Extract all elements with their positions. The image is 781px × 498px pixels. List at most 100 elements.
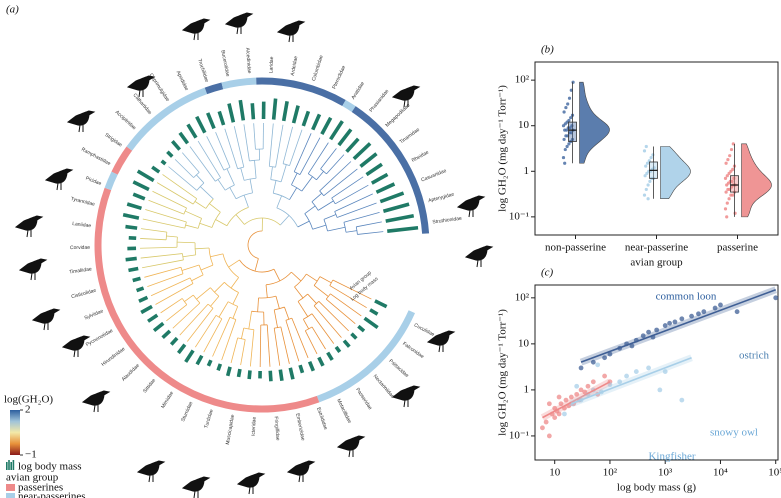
tree-branch [316, 171, 324, 181]
tree-arc [194, 242, 197, 255]
body-mass-bar [128, 266, 139, 273]
tree-branch [323, 168, 358, 197]
tree-arc [297, 293, 308, 302]
data-point [645, 171, 649, 175]
bird-silhouette [224, 12, 254, 35]
x-tick-label: passerine [717, 242, 758, 254]
body-mass-bar [238, 99, 246, 121]
data-point [672, 319, 678, 325]
annotation: ostrich [739, 350, 769, 362]
legend-label: passerines [18, 482, 63, 494]
x-axis-label: log body mass (g) [617, 482, 696, 494]
body-mass-bar [152, 321, 165, 333]
tree-branch [191, 274, 204, 282]
annotation: Kingfisher [648, 451, 695, 463]
tree-branch [145, 209, 187, 223]
tree-branch [186, 308, 214, 342]
data-point [712, 305, 718, 311]
data-point [723, 207, 728, 211]
family-label: Ardeidae [290, 55, 299, 76]
tree-branch [307, 293, 317, 304]
body-mass-bar [195, 115, 207, 134]
tree-branch [217, 179, 226, 191]
data-point [607, 382, 613, 388]
data-point [571, 80, 575, 84]
group-ring [221, 77, 257, 90]
data-point [725, 174, 729, 178]
y-tick-label: 10 [518, 337, 530, 349]
body-mass-bar [136, 169, 155, 183]
family-label: Phasianidae [368, 88, 390, 113]
tree-branch [304, 205, 316, 214]
tree-branch [214, 282, 225, 293]
colorbar-title: log(GH₂O) [4, 394, 53, 406]
family-label: Cuculidae [413, 322, 436, 338]
tree-branch [189, 146, 216, 182]
data-point [725, 201, 729, 205]
data-point [633, 369, 639, 374]
body-mass-bar [132, 180, 150, 192]
data-point [562, 411, 567, 417]
data-point [602, 373, 607, 379]
data-point [568, 394, 574, 400]
tree-branch [325, 298, 356, 324]
x-tick-label: 10 [549, 467, 561, 479]
family-label: Falconidae [401, 341, 425, 360]
tree-branch [270, 166, 273, 180]
tree-branch [150, 277, 191, 297]
body-mass-bar [365, 162, 383, 177]
bird-silhouette [181, 18, 211, 41]
tree-branch [273, 328, 281, 366]
tree-branch [174, 159, 194, 178]
tree-branch [249, 178, 253, 193]
family-label: Struthionidae [432, 216, 462, 226]
data-point [558, 401, 564, 407]
y-tick-label: 10² [515, 74, 530, 86]
tree-branch [331, 176, 364, 199]
data-point [726, 158, 730, 162]
data-point [595, 362, 601, 368]
family-label: Cathartidae [131, 92, 152, 116]
data-point [546, 401, 552, 407]
bird-silhouette [136, 460, 166, 483]
data-point [562, 137, 566, 142]
data-point [679, 397, 685, 403]
body-mass-bar [166, 150, 174, 158]
panel-b: (b) 10⁻¹ 1 10 10² avian group log GH₂O (mg day… [497, 44, 779, 269]
family-label: Apodidae [175, 70, 190, 92]
tree-branch [275, 296, 280, 309]
plot-frame [534, 284, 779, 461]
tree-branch [306, 273, 318, 282]
tree-branch [249, 329, 255, 367]
data-point [640, 333, 646, 339]
tree-branch [155, 283, 194, 305]
body-mass-bar [357, 324, 366, 333]
legend-swatch [12, 460, 15, 470]
family-label: Motacillidae [335, 398, 352, 425]
tree-arc [325, 293, 331, 300]
tree-branch [254, 160, 257, 179]
tree-branch [230, 337, 239, 364]
tree-branch [181, 264, 200, 271]
y-tick-label: 10² [515, 291, 530, 303]
body-mass-bar [281, 101, 289, 122]
tree-branch [166, 235, 178, 238]
tree-arc [229, 316, 237, 320]
tree-branch [172, 302, 201, 329]
family-label: Sittidae [142, 377, 157, 394]
y-tick-label: 10⁻¹ [509, 429, 529, 441]
data-point [564, 105, 568, 110]
body-mass-bar [171, 140, 182, 151]
y-tick-label: 1 [524, 165, 530, 177]
data-point [546, 433, 552, 439]
y-tick-label: 10 [518, 119, 530, 131]
body-mass-bar [132, 192, 146, 201]
body-mass-bar [176, 343, 187, 355]
tree-branch [280, 326, 290, 364]
tree-branch [162, 174, 197, 200]
panel-label: (b) [541, 44, 554, 56]
x-tick-label: 10² [603, 467, 618, 479]
tree-arc [313, 276, 321, 286]
family-label: Muscicapidae [225, 414, 236, 445]
tree-branch [257, 297, 259, 312]
